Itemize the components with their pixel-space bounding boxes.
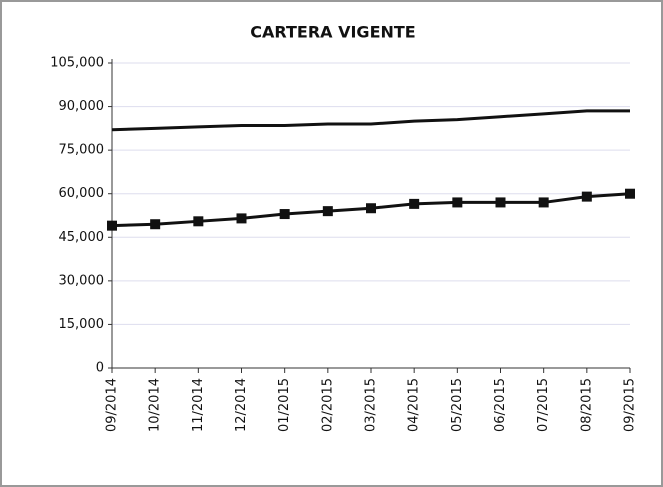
marker	[452, 197, 463, 208]
y-tick-label: 90,000	[59, 99, 105, 114]
marker	[279, 209, 290, 220]
marker	[409, 198, 420, 209]
marker	[538, 197, 549, 208]
marker	[150, 219, 161, 230]
marker	[625, 188, 635, 199]
x-tick-label: 01/2015	[277, 378, 292, 432]
x-tick-label: 07/2015	[536, 378, 551, 432]
marker	[581, 191, 592, 202]
x-tick-label: 12/2014	[234, 378, 249, 432]
x-tick-label: 10/2014	[148, 378, 163, 432]
y-tick-label: 75,000	[59, 143, 105, 158]
series-line	[111, 109, 630, 132]
x-tick-label: 08/2015	[579, 378, 594, 432]
x-tick-label: 11/2014	[191, 378, 206, 432]
x-tick-label: 09/2014	[105, 378, 120, 432]
marker	[322, 206, 333, 217]
chart-title: CARTERA VIGENTE	[250, 23, 415, 42]
y-tick-label: 15,000	[59, 317, 105, 332]
x-tick-label: 03/2015	[364, 378, 379, 432]
y-tick-label: 0	[96, 361, 104, 376]
x-tick-label: 04/2015	[407, 378, 422, 432]
x-tick-label: 09/2015	[623, 378, 638, 432]
x-tick-label: 05/2015	[450, 378, 465, 432]
y-tick-label: 60,000	[59, 186, 105, 201]
y-tick-label: 30,000	[59, 273, 105, 288]
x-tick-label: 06/2015	[493, 378, 508, 432]
marker	[495, 197, 506, 208]
x-tick-label: 02/2015	[320, 378, 335, 432]
marker	[193, 216, 204, 227]
marker	[107, 220, 117, 231]
y-tick-label: 105,000	[50, 56, 104, 71]
y-tick-label: 45,000	[59, 230, 105, 245]
marker	[366, 203, 376, 214]
marker	[236, 213, 247, 224]
